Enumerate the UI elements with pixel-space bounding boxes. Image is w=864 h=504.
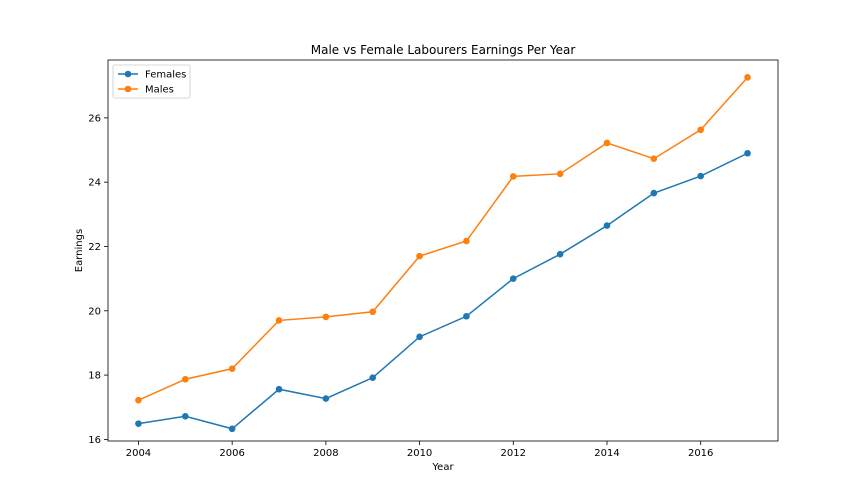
- x-tick-label: 2008: [313, 448, 338, 459]
- data-point: [603, 139, 611, 147]
- data-point: [182, 375, 189, 383]
- series-males: [135, 74, 751, 404]
- y-axis: 16 18 20 22 24 26: [88, 113, 108, 446]
- y-tick-label: 20: [88, 306, 101, 317]
- data-point: [509, 173, 517, 180]
- data-point: [275, 317, 283, 324]
- x-tick-label: 2010: [407, 448, 432, 459]
- data-point: [182, 412, 189, 420]
- data-point: [556, 250, 564, 258]
- data-point: [228, 425, 236, 433]
- data-point: [650, 189, 658, 197]
- x-axis: 2004 2006 2008 2010 2012 2014 2016: [126, 441, 713, 459]
- data-point: [322, 395, 330, 402]
- y-tick-label: 26: [88, 113, 101, 124]
- series-layer: [135, 74, 751, 433]
- x-tick-label: 2006: [219, 448, 244, 459]
- legend-marker: [124, 70, 132, 78]
- data-point: [322, 313, 330, 321]
- y-tick-label: 18: [88, 371, 101, 382]
- legend-marker: [124, 85, 132, 93]
- plot-frame: [107, 59, 779, 442]
- data-point: [135, 420, 142, 427]
- data-point: [744, 149, 751, 157]
- data-point: [275, 385, 283, 393]
- legend: Females Males: [112, 64, 191, 99]
- data-point: [416, 252, 423, 260]
- data-point: [135, 396, 142, 404]
- data-point: [744, 74, 751, 81]
- chart-title: Male vs Female Labourers Earnings Per Ye…: [311, 43, 576, 57]
- data-point: [463, 312, 470, 320]
- legend-label: Females: [145, 70, 186, 81]
- data-point: [556, 170, 564, 178]
- y-axis-label: Earnings: [74, 229, 85, 272]
- data-point: [697, 126, 704, 134]
- y-tick-label: 16: [88, 435, 101, 446]
- x-axis-label: Year: [431, 462, 454, 473]
- data-point: [697, 172, 704, 180]
- data-point: [416, 333, 423, 341]
- legend-label: Males: [145, 85, 174, 96]
- x-tick-label: 2012: [501, 448, 526, 459]
- x-tick-label: 2004: [126, 448, 151, 459]
- series-line: [138, 152, 748, 430]
- data-point: [369, 374, 377, 381]
- data-point: [509, 275, 517, 282]
- data-point: [228, 365, 236, 372]
- data-point: [369, 308, 377, 316]
- data-point: [650, 155, 658, 163]
- series-females: [135, 149, 751, 433]
- y-tick-label: 22: [88, 242, 101, 253]
- x-tick-label: 2016: [688, 448, 713, 459]
- data-point: [603, 222, 611, 229]
- data-point: [463, 237, 470, 245]
- x-tick-label: 2014: [594, 448, 619, 459]
- y-tick-label: 24: [88, 178, 101, 189]
- series-line: [138, 76, 749, 401]
- plot-area: [107, 59, 779, 442]
